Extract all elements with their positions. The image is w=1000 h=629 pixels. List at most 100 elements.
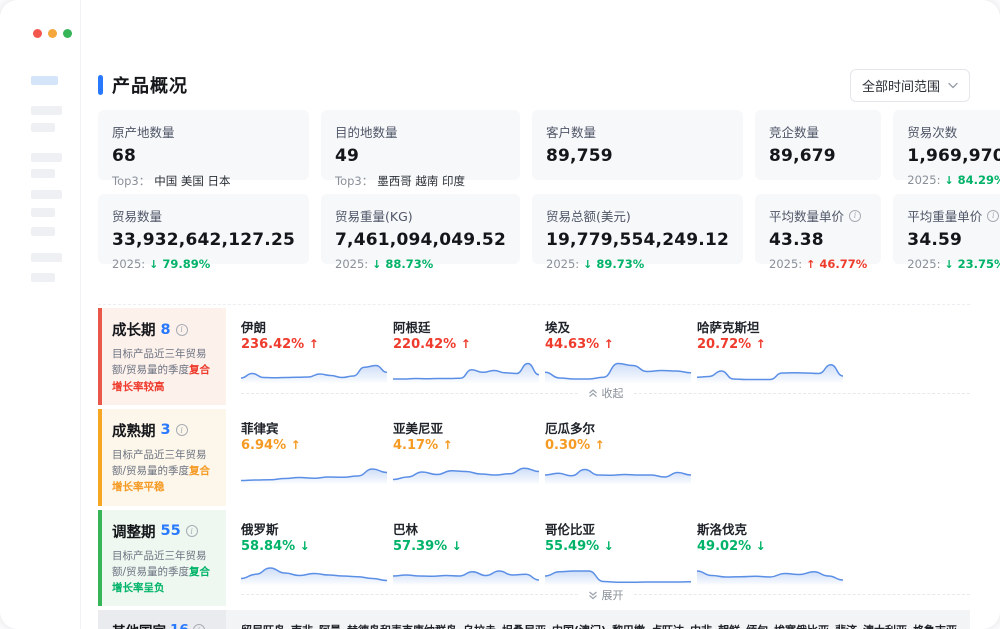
window-controls [33, 29, 72, 38]
sidebar-item[interactable] [31, 253, 62, 262]
country-name: 伊朗 [241, 320, 267, 335]
sidebar-item[interactable] [31, 153, 62, 162]
country-trend-card[interactable]: 埃及 44.63% ↑ [545, 317, 697, 383]
country-name[interactable]: 坦桑尼亚 [502, 622, 546, 629]
country-name[interactable]: 中非 [690, 622, 712, 629]
country-trend-card[interactable]: 亚美尼亚 4.17% ↑ [393, 418, 545, 484]
sparkline-chart [241, 566, 387, 585]
country-name[interactable]: 斐济 [835, 622, 857, 629]
country-name[interactable]: 澳大利亚 [863, 622, 907, 629]
sidebar-item[interactable] [31, 208, 55, 217]
info-icon[interactable]: i [175, 424, 188, 437]
sparkline-chart [241, 468, 387, 484]
expand-link[interactable]: 展开 [578, 587, 634, 603]
trend-percent: ↓ 23.75% [944, 257, 1000, 271]
country-name: 巴林 [393, 521, 419, 537]
sparkline-chart [697, 364, 843, 383]
row-footer: 收起 [241, 385, 970, 401]
stat-card-8[interactable]: 平均数量单价 i 43.38 2025: ↑ 46.77% [755, 194, 882, 271]
country-name[interactable]: 中国(澳门) [552, 622, 606, 629]
sidebar-item[interactable] [31, 273, 55, 282]
stat-card-2[interactable]: 客户数量 89,759 [532, 110, 744, 180]
trend-year: 2025: [112, 257, 146, 271]
minimize-button[interactable] [48, 29, 57, 38]
country-name[interactable]: 南非 [291, 622, 313, 629]
stage-label: 成长期 8 i 目标产品近三年贸易额/贸易量的季度复合增长率较高 [98, 308, 226, 405]
stage-description: 目标产品近三年贸易额/贸易量的季度复合增长率较高 [112, 348, 211, 393]
country-name[interactable]: 黎巴嫩 [612, 622, 645, 629]
stat-card-9[interactable]: 平均重量单价 i 34.59 2025: ↓ 23.75% [893, 194, 1000, 271]
country-name[interactable]: 格鲁吉亚 [913, 622, 957, 629]
country-percent: 236.42% ↑ [241, 337, 319, 352]
country-name[interactable]: 乌拉圭 [463, 622, 496, 629]
stat-card-4[interactable]: 贸易次数 1,969,970 2025: ↓ 84.29% [893, 110, 1000, 187]
country-name[interactable]: 缅甸 [746, 622, 768, 629]
country-trend-card[interactable]: 厄瓜多尔 0.30% ↑ [545, 418, 697, 484]
country-name[interactable]: 埃塞俄比亚 [774, 622, 829, 629]
up-arrow-icon: ↑ [442, 437, 453, 452]
trend-percent: ↑ 46.77% [806, 257, 868, 271]
stat-label: 目的地数量 [335, 125, 398, 140]
sidebar-item[interactable] [31, 169, 55, 178]
stat-label: 贸易总额(美元) [546, 209, 631, 224]
country-trend-card[interactable]: 伊朗 236.42% ↑ [241, 317, 393, 383]
country-name[interactable]: 阿曼 [319, 622, 341, 629]
country-trend-card[interactable]: 斯洛伐克 49.02% ↓ [697, 519, 849, 585]
stat-card-7[interactable]: 贸易总额(美元) 19,779,554,249.12 2025: ↓ 89.73… [532, 194, 744, 271]
stat-trend: 2025: ↓ 23.75% [907, 257, 1000, 271]
country-percent: 20.72% ↑ [697, 337, 766, 352]
collapse-link[interactable]: 收起 [578, 385, 634, 401]
other-countries-count: 16 [170, 622, 189, 629]
stage-content: 菲律宾 6.94% ↑ 亚美尼亚 4.17% ↑ 厄瓜多尔 0.30% ↑ [226, 409, 970, 506]
info-icon[interactable]: i [185, 525, 198, 538]
up-arrow-icon: ↑ [290, 437, 301, 452]
country-name[interactable]: 卢旺达 [651, 622, 684, 629]
country-trend-card[interactable]: 哈萨克斯坦 20.72% ↑ [697, 317, 849, 383]
sidebar-item[interactable] [31, 106, 62, 115]
stat-trend: 2025: ↓ 89.73% [546, 257, 729, 271]
stage-description: 目标产品近三年贸易额/贸易量的季度复合增长率呈负 [112, 549, 211, 595]
country-percent: 58.84% ↓ [241, 538, 310, 554]
country-percent: 55.49% ↓ [545, 538, 614, 554]
stat-card-6[interactable]: 贸易重量(KG) 7,461,094,049.52 2025: ↓ 88.73% [321, 194, 520, 271]
country-name[interactable]: 赫德岛和麦克唐纳群岛 [347, 622, 457, 629]
trend-percent: ↓ 79.89% [149, 257, 211, 271]
stat-trend: 2025: ↓ 84.29% [907, 173, 1000, 187]
country-name[interactable]: 留尼旺岛 [241, 622, 285, 629]
stat-card-5[interactable]: 贸易数量 33,932,642,127.25 2025: ↓ 79.89% [98, 194, 310, 271]
trend-year: 2025: [907, 257, 941, 271]
stage-label: 成熟期 3 i 目标产品近三年贸易额/贸易量的季度复合增长率平稳 [98, 408, 226, 506]
time-range-dropdown[interactable]: 全部时间范围 [849, 68, 970, 102]
info-icon[interactable]: i [987, 209, 1000, 222]
stat-label: 平均数量单价 [769, 209, 845, 224]
top3-prefix: Top3： [112, 174, 151, 188]
down-arrow-icon: ↓ [451, 538, 462, 553]
country-trend-card[interactable]: 哥伦比亚 55.49% ↓ [545, 519, 697, 585]
country-name[interactable]: 朝鲜 [718, 622, 740, 629]
sidebar-item[interactable] [31, 227, 55, 236]
stat-value: 34.59 [907, 230, 963, 250]
country-trend-card[interactable]: 阿根廷 220.42% ↑ [393, 317, 545, 383]
page-title: 产品概况 [112, 76, 188, 97]
footer-label: 展开 [601, 588, 624, 602]
info-icon[interactable]: i [849, 209, 862, 222]
maximize-button[interactable] [63, 29, 72, 38]
stat-card-0[interactable]: 原产地数量 68 Top3： 中国 美国 日本 [98, 110, 310, 188]
info-icon[interactable]: i [192, 624, 205, 629]
down-arrow-icon: ↓ [583, 258, 593, 271]
time-range-value: 全部时间范围 [861, 79, 940, 95]
stat-card-1[interactable]: 目的地数量 49 Top3： 墨西哥 越南 印度 [321, 110, 520, 188]
close-button[interactable] [33, 29, 42, 38]
country-trend-card[interactable]: 俄罗斯 58.84% ↓ [241, 519, 393, 585]
sidebar-item-active[interactable] [31, 76, 58, 85]
country-trend-card[interactable]: 巴林 57.39% ↓ [393, 519, 545, 585]
info-icon[interactable]: i [175, 323, 188, 336]
footer-label: 收起 [601, 387, 624, 400]
sidebar-item[interactable] [31, 190, 62, 199]
stage-row-1: 成熟期 3 i 目标产品近三年贸易额/贸易量的季度复合增长率平稳 菲律宾 6.9… [98, 408, 970, 506]
stat-card-3[interactable]: 竞企数量 89,679 [755, 110, 882, 180]
country-trend-card[interactable]: 菲律宾 6.94% ↑ [241, 418, 393, 484]
sidebar-item[interactable] [31, 123, 55, 132]
stage-description: 目标产品近三年贸易额/贸易量的季度复合增长率平稳 [112, 448, 211, 494]
other-countries-list: 留尼旺岛南非阿曼赫德岛和麦克唐纳群岛乌拉圭坦桑尼亚中国(澳门) 黎巴嫩卢旺达中非朝… [226, 610, 970, 629]
